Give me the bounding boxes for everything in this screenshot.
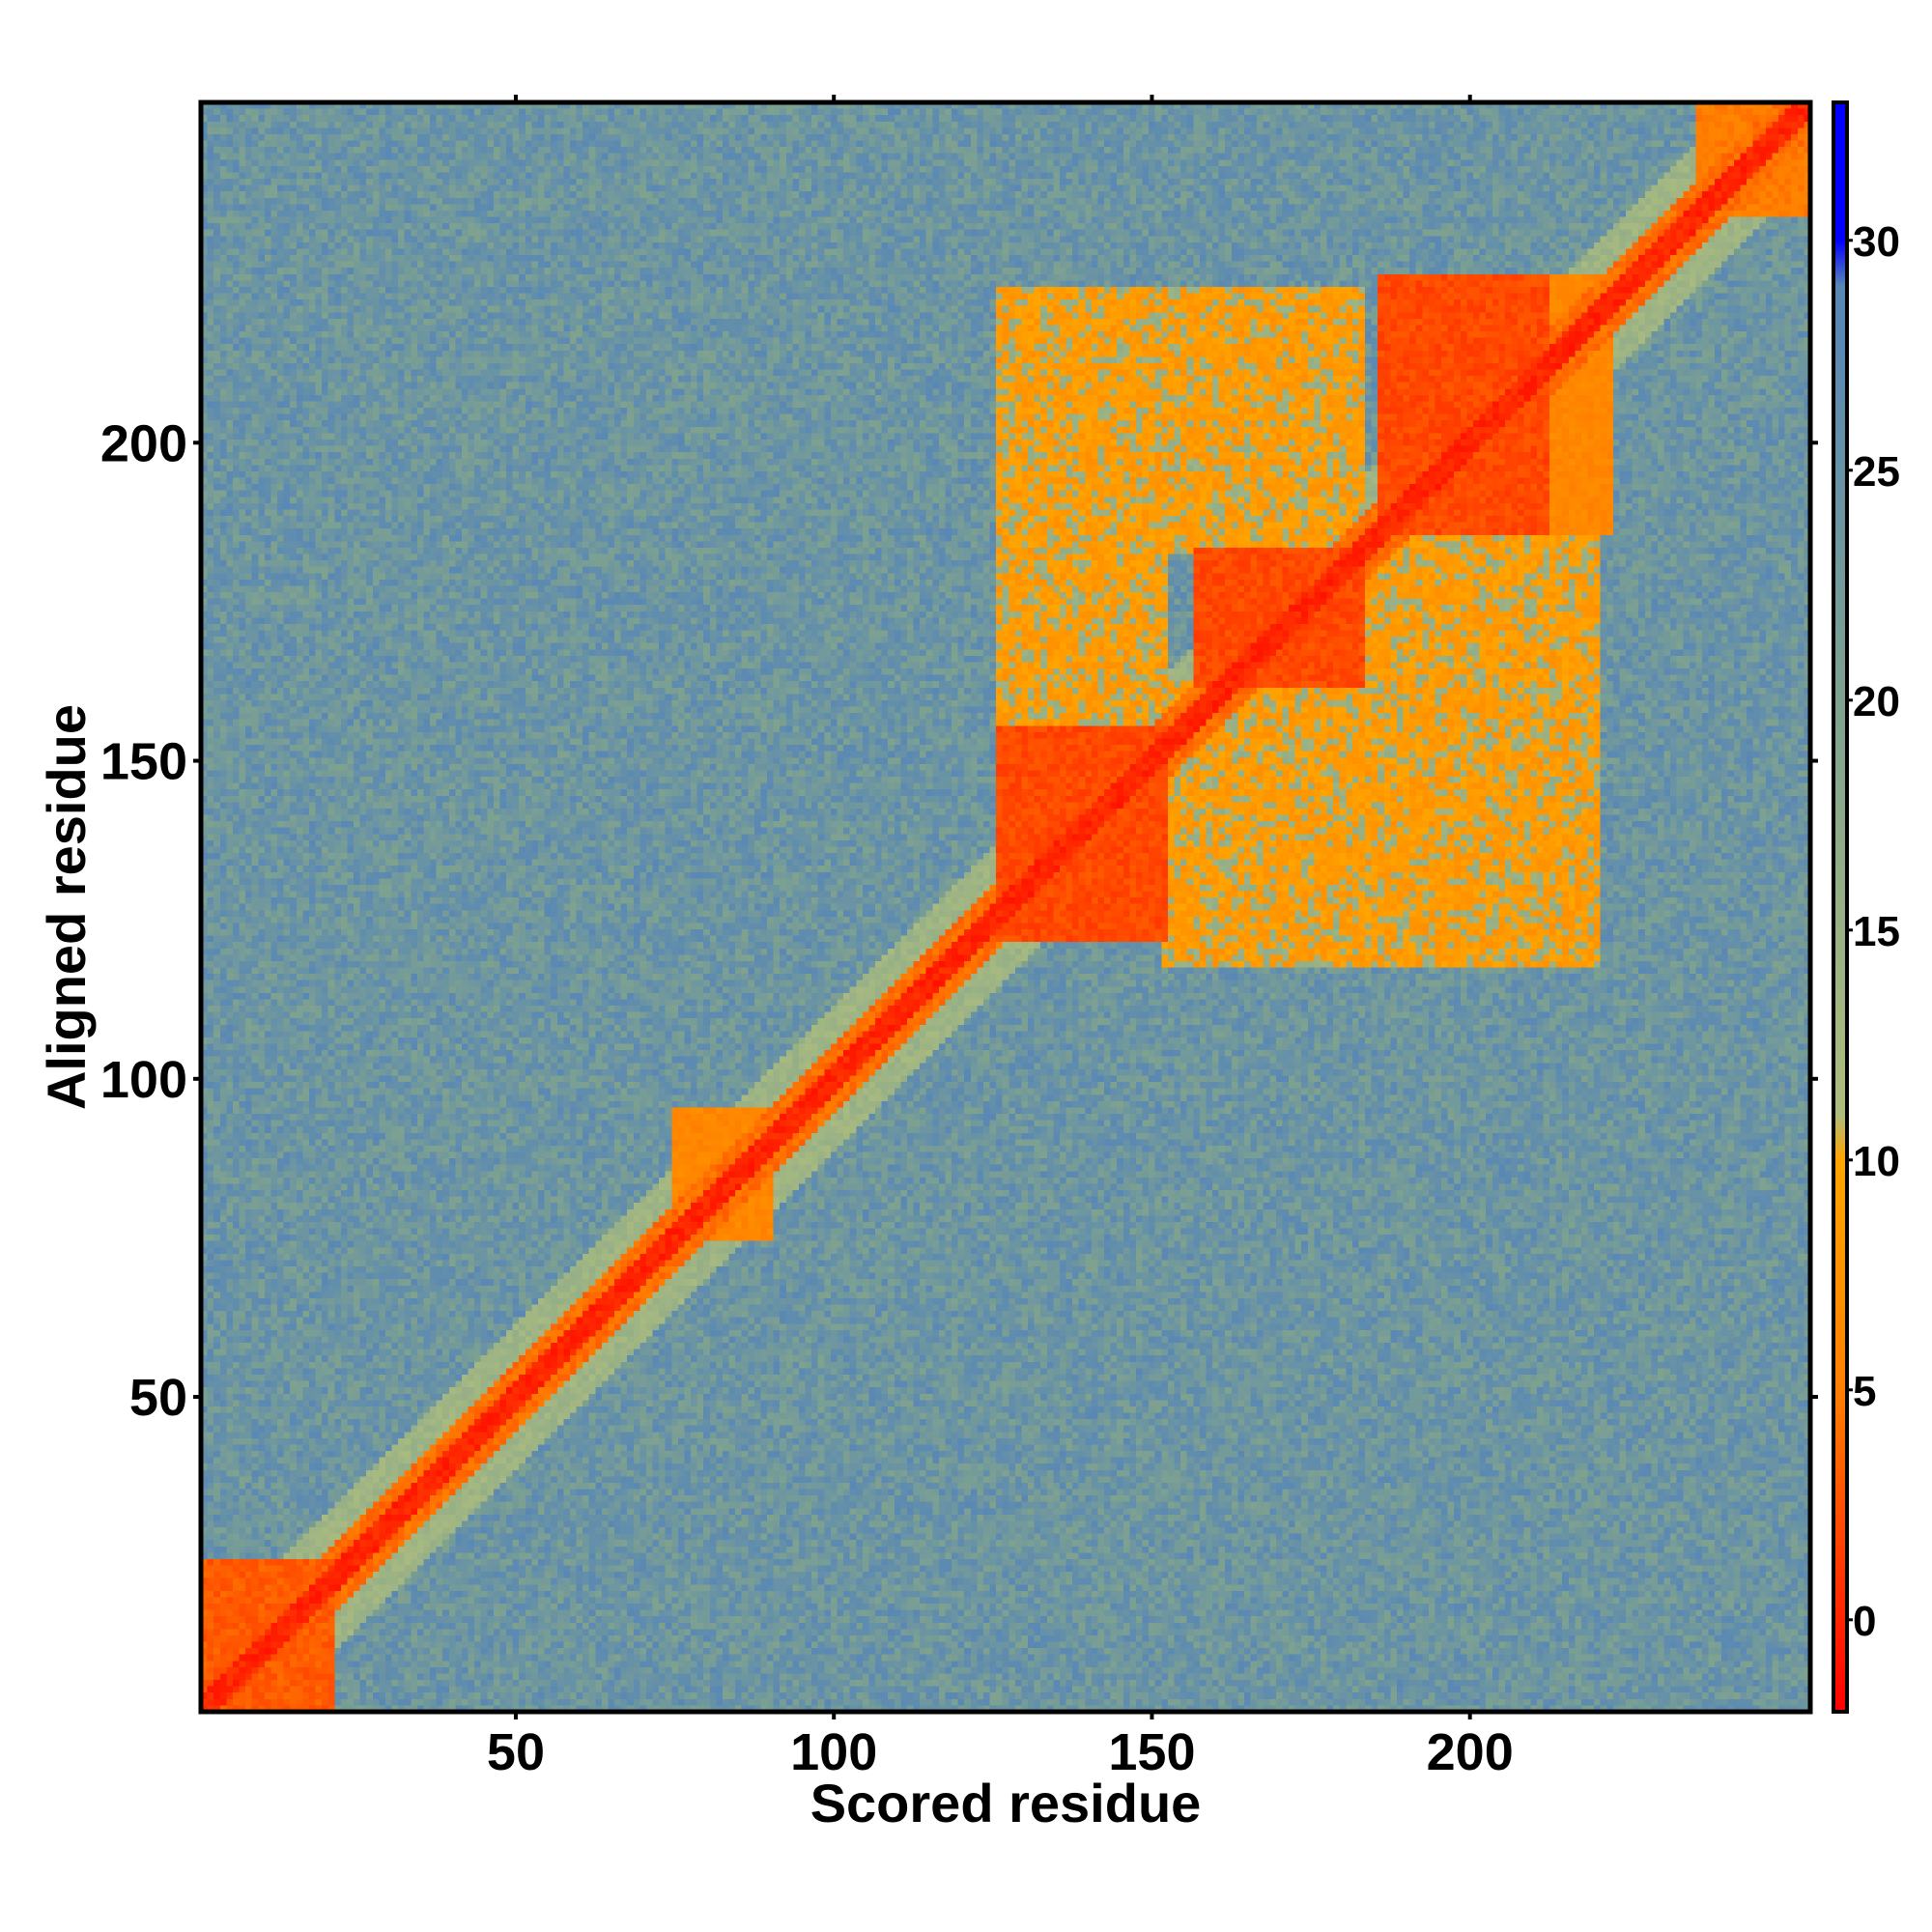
colorbar-tick-label: 10: [1853, 1138, 1900, 1185]
colorbar-tick-label: 30: [1853, 218, 1900, 266]
colorbar-tick-label: 25: [1853, 448, 1900, 496]
x-tick-label: 100: [790, 1723, 877, 1781]
y-tick-label: 150: [100, 733, 187, 791]
heatmap-image: [201, 102, 1810, 1712]
colorbar: 0 5 10 15 20 25 30: [1832, 100, 1900, 1714]
y-axis-ticks: 50 100 150 200: [100, 414, 1818, 1427]
x-axis-label: Scored residue: [810, 1773, 1202, 1833]
y-tick-label: 200: [100, 414, 187, 472]
y-tick-label: 100: [100, 1051, 187, 1109]
colorbar-tick-label: 5: [1853, 1368, 1876, 1415]
colorbar-tick-label: 20: [1853, 678, 1900, 725]
x-tick-label: 50: [487, 1723, 545, 1781]
plot-frame: [198, 99, 1813, 1715]
x-tick-label: 150: [1108, 1723, 1195, 1781]
x-tick-label: 200: [1427, 1723, 1514, 1781]
x-axis-ticks: 50 100 150 200: [487, 95, 1514, 1781]
heatmap-cells: [201, 102, 1810, 1712]
y-tick-label: 50: [129, 1369, 187, 1427]
colorbar-tick-label: 0: [1853, 1598, 1876, 1645]
colorbar-tick-label: 15: [1853, 908, 1900, 955]
colorbar-gradient: [1832, 100, 1849, 1714]
y-axis-label: Aligned residue: [36, 704, 97, 1110]
